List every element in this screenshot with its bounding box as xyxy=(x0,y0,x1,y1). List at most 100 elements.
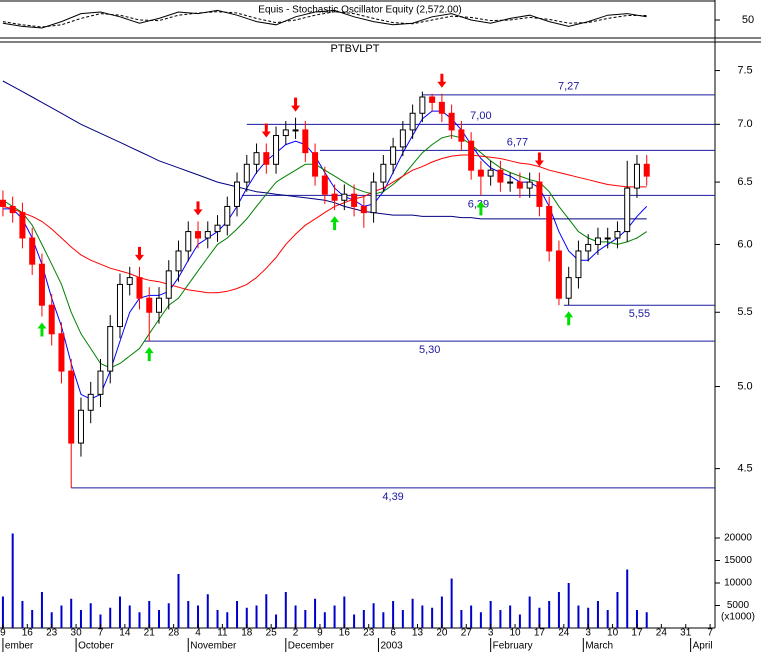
x-tick-label: 23 xyxy=(46,628,58,639)
candle-body xyxy=(516,181,523,189)
candle-body xyxy=(448,112,455,131)
candle-body xyxy=(195,231,202,239)
line-series xyxy=(2,11,647,28)
y-tick-label: 6.5 xyxy=(737,176,752,188)
volume-bar xyxy=(99,614,102,628)
candle-body xyxy=(633,163,640,189)
y-tick-label: 15000 xyxy=(724,555,752,566)
volume-bar xyxy=(226,612,229,628)
volume-bar xyxy=(635,610,638,628)
volume-bar xyxy=(206,594,209,628)
buy-arrow xyxy=(144,347,154,362)
month-label: April xyxy=(693,641,713,652)
sell-arrow xyxy=(261,123,271,138)
volume-bar xyxy=(50,612,53,628)
candle-body xyxy=(419,96,426,114)
x-tick-label: 3 xyxy=(585,628,591,639)
candle-body xyxy=(360,205,367,214)
candle-body xyxy=(575,250,582,279)
level-label: 5,55 xyxy=(629,308,650,320)
volume-bar xyxy=(596,601,599,628)
volume-bar xyxy=(60,605,63,628)
volume-bar xyxy=(187,601,190,628)
candle-body xyxy=(136,277,143,299)
x-tick-label: 17 xyxy=(534,628,546,639)
candle-body xyxy=(643,163,650,177)
y-tick-label: 5000 xyxy=(727,600,750,611)
volume-bar xyxy=(460,610,463,628)
candle-body xyxy=(546,205,553,252)
volume-bar xyxy=(216,610,219,628)
volume-bar xyxy=(470,605,473,628)
x-tick-label: 20 xyxy=(436,628,448,639)
sell-arrow xyxy=(534,152,544,167)
x-tick-label: 14 xyxy=(119,628,131,639)
month-label: October xyxy=(78,641,114,652)
sell-arrow xyxy=(437,73,447,88)
sell-arrow xyxy=(291,97,301,112)
y-tick-label: 7.0 xyxy=(737,118,752,130)
volume-bar xyxy=(557,592,560,628)
x-tick-label: 9 xyxy=(317,628,323,639)
volume-bar xyxy=(626,569,629,628)
y-tick-label: 5.0 xyxy=(737,380,752,392)
x-tick-label: 10 xyxy=(509,628,521,639)
y-tick-label: 6.0 xyxy=(737,238,752,250)
unit-label: (x1000) xyxy=(721,612,755,623)
candle-body xyxy=(234,181,241,207)
candle-body xyxy=(224,205,231,226)
candle-body xyxy=(19,212,26,239)
x-tick-label: 7 xyxy=(707,628,713,639)
level-label: 7,00 xyxy=(470,110,491,122)
buy-arrow xyxy=(564,311,574,326)
candle-body xyxy=(292,129,299,132)
candle-body xyxy=(48,304,55,335)
volume-bar xyxy=(548,601,551,628)
level-label: 5,30 xyxy=(419,344,440,356)
candle-body xyxy=(487,169,494,177)
volume-bar xyxy=(138,612,141,628)
candle-body xyxy=(429,96,436,103)
x-tick-label: 13 xyxy=(412,628,424,639)
volume-bar xyxy=(343,596,346,628)
volume-bar xyxy=(128,605,131,628)
candle-body xyxy=(243,163,250,183)
volume-bar xyxy=(333,605,336,628)
volume-bar xyxy=(645,612,648,628)
candle-body xyxy=(155,297,162,313)
candle-body xyxy=(399,129,406,148)
x-tick-label: 11 xyxy=(217,628,228,639)
volume-bar xyxy=(21,601,24,628)
x-tick-label: 9 xyxy=(0,628,6,639)
month-label: ember xyxy=(5,641,34,652)
month-label: November xyxy=(190,641,237,652)
x-tick-label: 23 xyxy=(363,628,375,639)
candle-body xyxy=(565,277,572,299)
x-tick-label: 24 xyxy=(558,628,570,639)
x-tick-label: 25 xyxy=(266,628,278,639)
candle-body xyxy=(585,243,592,252)
candle-body xyxy=(624,187,631,233)
level-label: 7,27 xyxy=(558,81,579,93)
candle-body xyxy=(380,163,387,183)
y-tick-label: 10000 xyxy=(724,578,752,589)
candle-body xyxy=(175,250,182,272)
volume-bar xyxy=(401,610,404,628)
line-series xyxy=(2,9,647,29)
volume-bar xyxy=(431,607,434,628)
volume-bar xyxy=(11,533,14,628)
volume-bar xyxy=(489,601,492,628)
candle-body xyxy=(477,169,484,177)
candle-body xyxy=(555,250,562,299)
y-tick-label: 4.5 xyxy=(737,463,752,475)
candle-body xyxy=(253,152,260,165)
candle-body xyxy=(214,224,221,233)
candle-body xyxy=(107,326,114,372)
volume-bar xyxy=(294,605,297,628)
candle-body xyxy=(9,205,16,214)
volume-bar xyxy=(89,603,92,628)
candle-body xyxy=(370,181,377,214)
candle-body xyxy=(165,270,172,299)
volume-bar xyxy=(157,610,160,628)
